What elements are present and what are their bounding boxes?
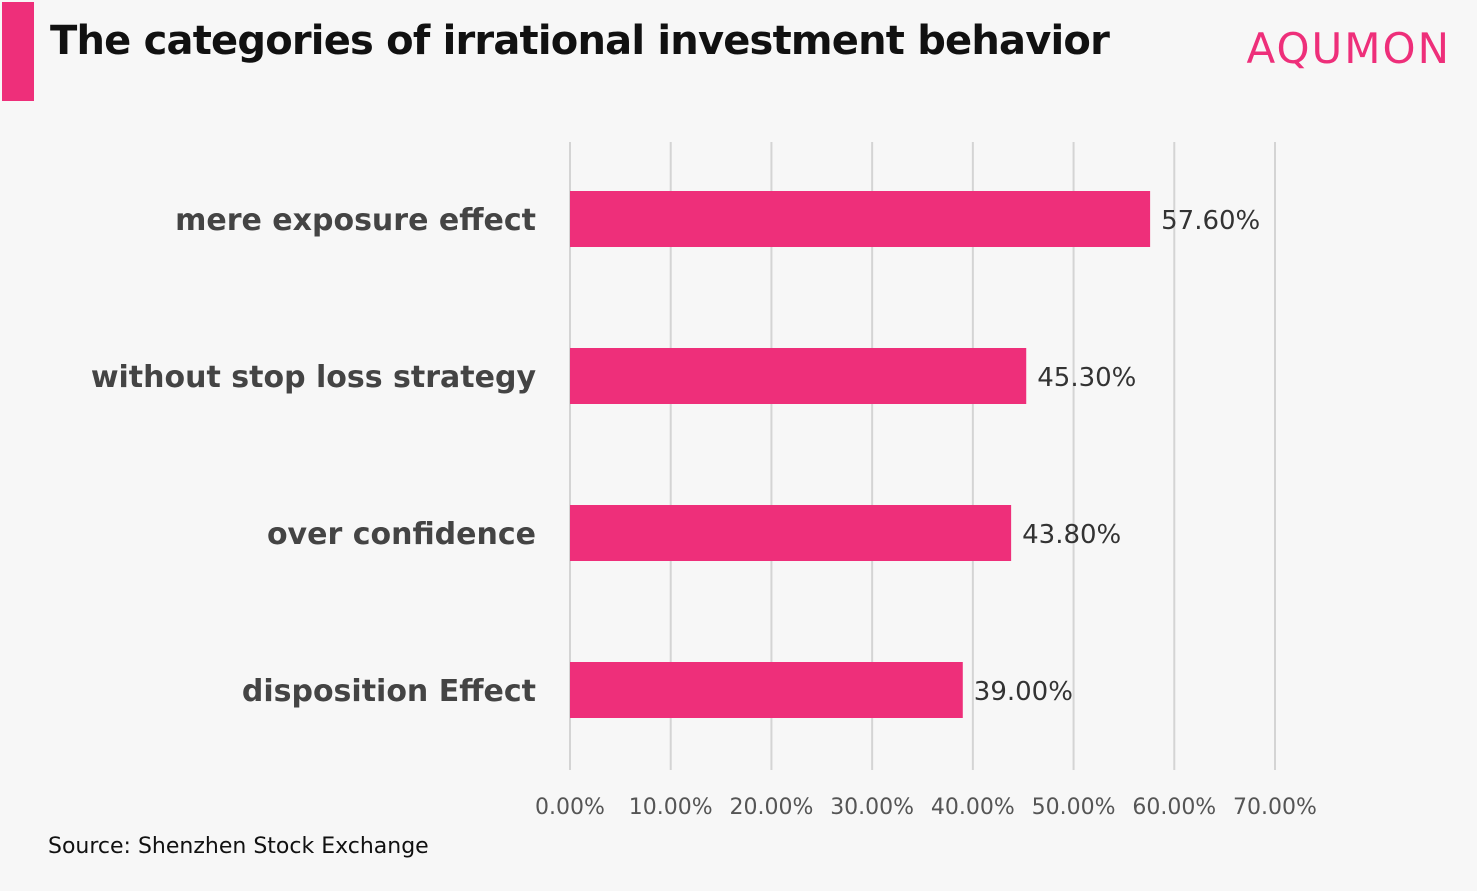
x-tick-label: 50.00% [1032, 795, 1116, 820]
bar [570, 662, 963, 718]
x-tick-label: 20.00% [729, 795, 813, 820]
x-tick-label: 60.00% [1132, 795, 1216, 820]
category-label: without stop loss strategy [91, 360, 537, 395]
category-label: mere exposure effect [175, 203, 536, 238]
bar [570, 505, 1012, 561]
x-tick-label: 30.00% [830, 795, 914, 820]
bar [570, 191, 1151, 247]
x-tick-label: 40.00% [931, 795, 1015, 820]
source-note: Source: Shenzhen Stock Exchange [48, 834, 429, 859]
brand-logo: AQUMON [1246, 24, 1451, 73]
category-label: over confidence [267, 517, 536, 552]
category-label: disposition Effect [242, 674, 536, 709]
x-tick-label: 70.00% [1233, 795, 1317, 820]
data-label: 39.00% [974, 677, 1073, 707]
x-tick-label: 10.00% [629, 795, 713, 820]
data-label: 57.60% [1161, 206, 1260, 236]
data-label: 45.30% [1037, 363, 1136, 393]
title-accent-bar [2, 2, 34, 101]
x-tick-label: 0.00% [535, 795, 605, 820]
bar [570, 348, 1027, 404]
chart-title: The categories of irrational investment … [50, 18, 1110, 64]
data-label: 43.80% [1022, 520, 1121, 550]
